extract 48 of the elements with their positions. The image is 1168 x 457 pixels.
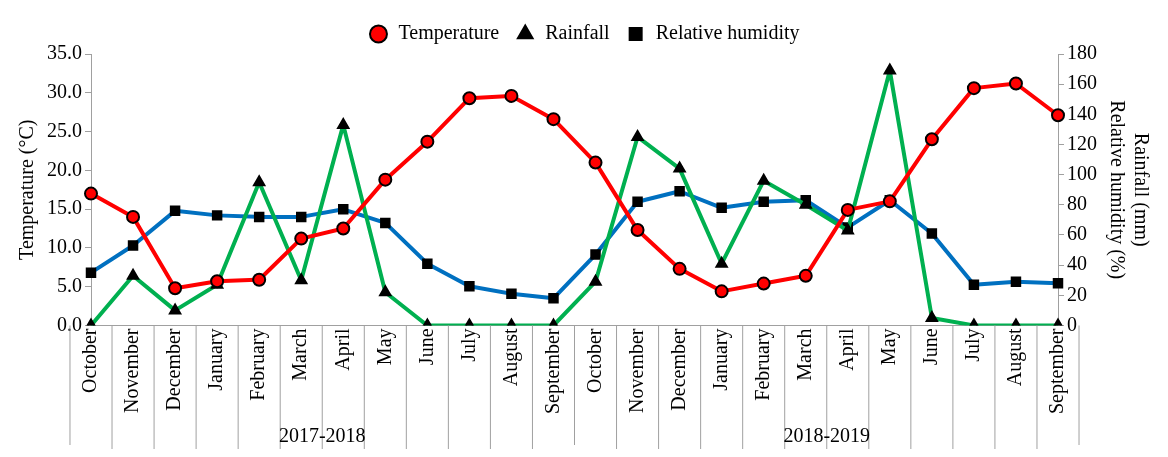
legend-label: Temperature: [398, 21, 500, 45]
y2-tick-label: 100: [1067, 161, 1097, 184]
x-tick-label: December: [666, 328, 689, 411]
x-tick-label: January: [708, 328, 732, 391]
x-tick-label: March: [792, 328, 815, 381]
x-tick-label: June: [919, 328, 942, 366]
y-tick-label: 30.0: [47, 80, 82, 103]
legend-label: Relative humidity: [655, 21, 800, 45]
x-tick-label: November: [120, 328, 143, 413]
y-tick-label: 5.0: [57, 273, 82, 296]
x-tick-label: January: [204, 328, 228, 391]
y2-tick-label: 140: [1067, 101, 1097, 124]
y2-axis-title: Rainfall (mm) Relative humidity (%): [1105, 100, 1153, 280]
x-tick-label: May: [877, 328, 901, 366]
y2-tick-label: 160: [1067, 71, 1097, 94]
y2-tick-label: 120: [1067, 131, 1097, 154]
y-axis-title: Temperature (°C): [15, 119, 39, 260]
x-tick-label: February: [750, 328, 774, 401]
x-tick-label: November: [624, 328, 647, 413]
y2-tick-label: 40: [1067, 252, 1087, 275]
y-tick-label: 25.0: [47, 118, 82, 141]
y2-tick-label: 0: [1067, 312, 1077, 335]
y-tick-label: 15.0: [47, 196, 82, 219]
y2-tick-label: 60: [1067, 222, 1087, 245]
x-tick-label: April: [330, 328, 354, 371]
x-tick-label: July: [961, 328, 985, 362]
y2-tick-label: 20: [1067, 282, 1087, 305]
x-tick-label: July: [456, 328, 480, 362]
legend-label: Rainfall: [545, 21, 611, 44]
x-tick-label: October: [582, 328, 605, 393]
y-tick-label: 20.0: [47, 157, 82, 180]
x-tick-label: March: [288, 328, 311, 381]
x-tick-label: December: [162, 328, 185, 411]
y-tick-label: 0.0: [57, 312, 82, 335]
y2-tick-label: 180: [1067, 41, 1097, 64]
text: 2017-2018: [278, 424, 366, 447]
text: 2018-2019: [783, 424, 871, 447]
x-tick-label: May: [372, 328, 396, 366]
x-tick-label: September: [540, 328, 564, 414]
y-tick-label: 10.0: [47, 235, 82, 258]
y-tick-label: 35.0: [47, 41, 82, 64]
x-tick-label: June: [414, 328, 437, 366]
x-tick-label: August: [1003, 328, 1027, 387]
x-tick-label: April: [835, 328, 859, 371]
x-tick-label: February: [246, 328, 270, 401]
x-tick-label: September: [1045, 328, 1069, 414]
x-tick-label: August: [498, 328, 522, 387]
y2-tick-label: 80: [1067, 192, 1087, 215]
